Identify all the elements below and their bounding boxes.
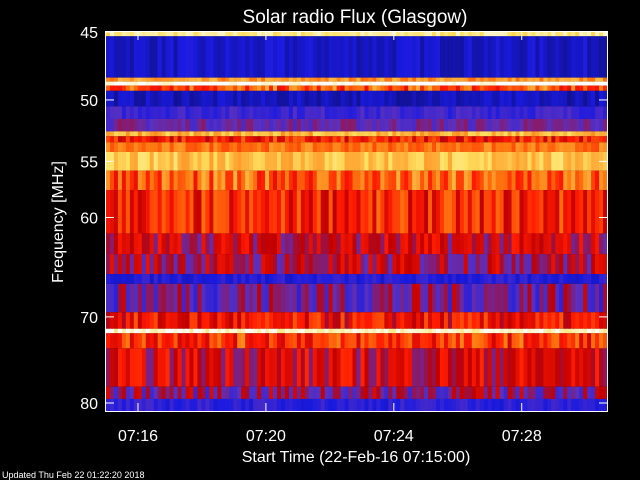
frequency-band — [106, 131, 608, 137]
y-axis-label: Frequency [MHz] — [50, 161, 67, 283]
spectrogram-plot-area — [106, 32, 608, 411]
frequency-band — [106, 348, 608, 387]
frequency-band — [106, 106, 608, 119]
y-axis: 45 50 55 60 70 80 — [80, 25, 607, 413]
y-tick-label: 70 — [80, 310, 98, 327]
frequency-band — [106, 274, 608, 284]
frequency-band — [106, 398, 608, 411]
frequency-band — [106, 283, 608, 313]
frequency-band — [106, 386, 608, 399]
x-tick-label: 07:28 — [502, 428, 542, 445]
x-tick-label: 07:16 — [118, 428, 158, 445]
frequency-band — [106, 233, 608, 255]
frequency-band — [106, 151, 608, 171]
x-tick-label: 07:20 — [246, 428, 286, 445]
frequency-band — [106, 328, 608, 334]
frequency-band — [106, 81, 608, 86]
frequency-band — [106, 90, 608, 107]
x-axis: 07:16 07:20 07:24 07:28 — [118, 32, 542, 445]
y-tick-label: 55 — [80, 154, 98, 171]
frequency-band — [106, 312, 608, 329]
frequency-band — [106, 254, 608, 275]
frequency-band — [106, 85, 608, 91]
frequency-band — [106, 118, 608, 132]
frequency-band — [106, 170, 608, 191]
frequency-band — [106, 142, 608, 152]
y-tick-label: 50 — [80, 93, 98, 110]
y-tick-label: 45 — [80, 25, 98, 42]
plot-frame — [105, 31, 608, 412]
frequency-band — [106, 32, 608, 37]
chart-title: Solar radio Flux (Glasgow) — [243, 7, 468, 28]
y-tick-label: 80 — [80, 396, 98, 413]
x-tick-label: 07:24 — [374, 428, 414, 445]
frequency-band — [106, 333, 608, 349]
x-axis-label: Start Time (22-Feb-16 07:15:00) — [242, 449, 471, 466]
y-tick-label: 60 — [80, 210, 98, 227]
frequency-band — [106, 77, 608, 82]
frequency-band — [106, 136, 608, 143]
frequency-band — [106, 190, 608, 234]
frequency-band — [106, 36, 608, 78]
updated-timestamp: Updated Thu Feb 22 01:22:20 2018 — [2, 470, 144, 480]
